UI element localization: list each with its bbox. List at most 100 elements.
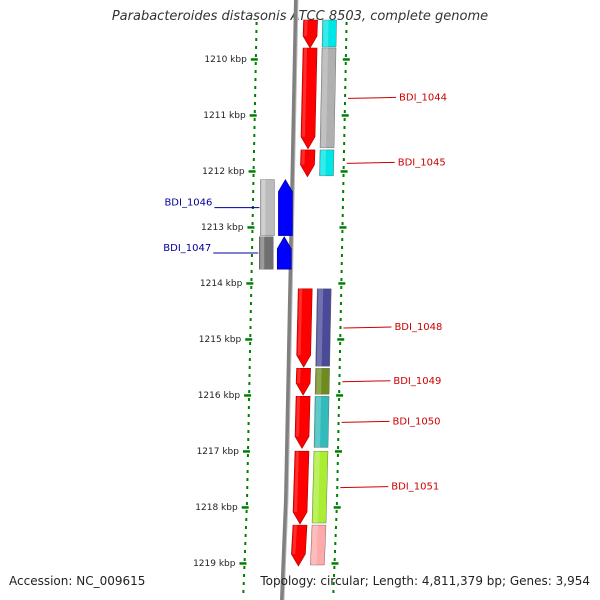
gene-feature-shine: [311, 525, 318, 565]
scale-tick-label: 1215 kbp: [199, 335, 242, 345]
gene-label-leader: [340, 486, 389, 489]
gene-feature-bar: [315, 288, 332, 367]
scale-dot-left: [243, 558, 246, 561]
scale-dot-right: [334, 550, 336, 553]
scale-dot-left: [248, 390, 251, 393]
scale-dot-right: [344, 54, 347, 57]
scale-dot-left: [250, 262, 253, 265]
scale-dot-left: [254, 94, 257, 97]
scale-tick-right: [336, 394, 344, 397]
scale-dot-right: [341, 238, 344, 241]
scale-dot-right: [340, 278, 343, 281]
scale-dot-right: [339, 334, 342, 337]
scale-dot-right: [336, 470, 339, 473]
scale-dot-right: [344, 70, 347, 73]
gene-label-bdi_1049: BDI_1049: [393, 376, 441, 387]
scale-dot-right: [340, 270, 343, 273]
scale-tick: [244, 394, 252, 397]
gene-label-leader: [341, 420, 390, 423]
scale-tick-label: 1212 kbp: [202, 167, 245, 177]
scale-dot-left: [252, 198, 255, 201]
scale-dot-left: [244, 526, 247, 529]
scale-tick-right: [331, 562, 339, 565]
scale-dot-left: [243, 574, 246, 577]
gene-feature-shine: [316, 288, 324, 367]
cds-arrow-shine: [296, 396, 301, 437]
scale-dot-right: [345, 22, 348, 25]
scale-dot-left: [251, 222, 254, 225]
scale-dot-right: [337, 414, 340, 417]
scale-tick: [241, 506, 249, 509]
scale-dot-right: [334, 526, 337, 529]
gene-label-bdi_1048: BDI_1048: [394, 322, 442, 333]
scale-dot-right: [338, 390, 341, 393]
scale-dot-right: [335, 518, 338, 521]
cds-arrow-bdi_1049: [295, 368, 311, 396]
scale-dot-right: [343, 102, 346, 105]
scale-dot-left: [248, 366, 251, 369]
gene-feature-bar: [259, 236, 274, 270]
scale-dot-left: [254, 78, 257, 81]
scale-tick-label: 1216 kbp: [198, 391, 241, 401]
gene-label-bdi_1044: BDI_1044: [399, 92, 447, 103]
scale-dot-right: [345, 38, 348, 41]
scale-dot-left: [253, 142, 256, 145]
scale-dot-left: [245, 502, 248, 505]
scale-dot-left: [250, 294, 253, 297]
gene-feature-shine: [323, 20, 329, 47]
scale-dot-left: [251, 238, 254, 241]
scale-dot-right: [340, 294, 343, 297]
scale-dot-right: [338, 358, 341, 361]
scale-tick-right: [338, 282, 346, 285]
gene-feature-shine: [261, 179, 266, 236]
scale-dot-right: [343, 118, 346, 121]
scale-dot-right: [342, 182, 345, 185]
scale-dot-left: [247, 446, 250, 449]
scale-tick-label: 1213 kbp: [201, 223, 244, 233]
scale-dot-left: [252, 182, 255, 185]
scale-dot-left: [244, 542, 247, 545]
cds-arrow-bdi_1045: [300, 149, 316, 178]
scale-dot-right: [339, 302, 342, 305]
scale-dot-right: [344, 94, 347, 97]
scale-dot-left: [253, 134, 256, 137]
scale-dot-left: [254, 54, 257, 57]
gene-label-bdi_1047: BDI_1047: [163, 243, 211, 254]
scale-dot-left: [246, 470, 249, 473]
scale-dot-right: [343, 126, 346, 129]
scale-tick-label: 1219 kbp: [193, 559, 236, 569]
scale-dot-right: [344, 62, 347, 65]
scale-dot-left: [243, 566, 246, 569]
scale-dot-right: [338, 374, 341, 377]
scale-dot-right: [341, 206, 344, 209]
scale-tick-right: [337, 338, 345, 341]
scale-dot-left: [252, 174, 255, 177]
scale-dot-right: [332, 590, 335, 593]
scale-dot-left: [249, 302, 252, 305]
scale-dot-right: [333, 566, 336, 569]
scale-dot-right: [334, 542, 337, 545]
scale-tick: [245, 338, 253, 341]
genome-backbone-highlight: [283, 0, 299, 600]
scale-dot-right: [337, 406, 340, 409]
scale-dot-left: [249, 334, 252, 337]
scale-dot-right: [336, 486, 339, 489]
cds-arrow-partial: [302, 19, 318, 49]
scale-tick: [247, 226, 255, 229]
scale-dot-right: [343, 110, 346, 113]
scale-tick-right: [333, 506, 341, 509]
scale-dot-right: [334, 534, 337, 537]
scale-dot-right: [342, 174, 345, 177]
scale-dot-right: [337, 438, 340, 441]
scale-dot-left: [248, 358, 251, 361]
scale-dot-right: [342, 198, 345, 201]
gene-feature-bar: [311, 451, 329, 524]
gene-label-bdi_1050: BDI_1050: [393, 416, 441, 427]
genome-backbone: [280, 0, 298, 600]
scale-tick-right: [342, 58, 350, 61]
cds-arrow-shine: [297, 368, 301, 384]
scale-dot-left: [246, 486, 249, 489]
scale-dot-right: [335, 502, 338, 505]
scale-dot-left: [250, 286, 253, 289]
cds-arrow-shine: [297, 288, 303, 356]
